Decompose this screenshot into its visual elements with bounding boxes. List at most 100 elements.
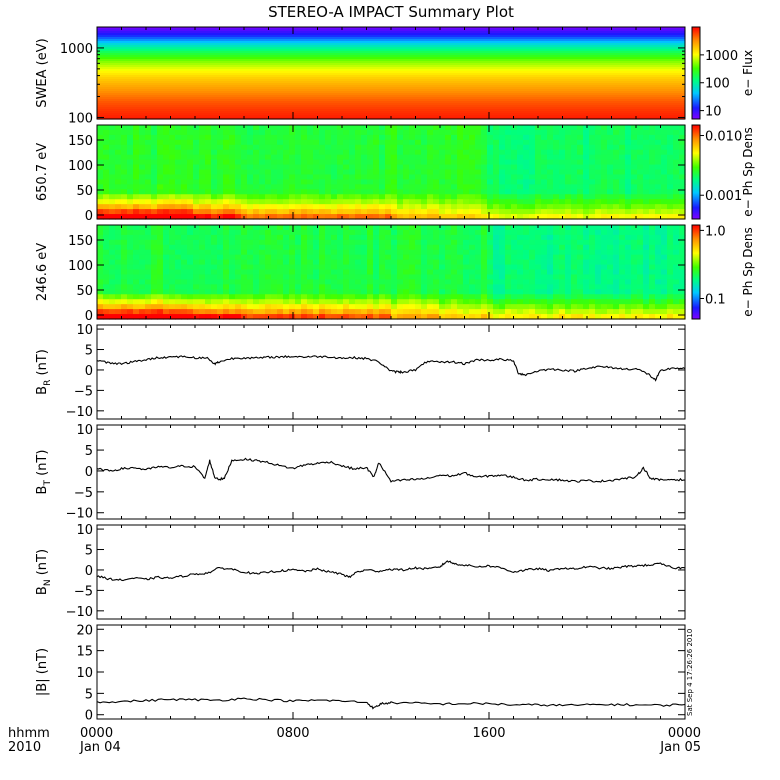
- pad246-panel-cell: [631, 264, 638, 271]
- pad650-panel-cell: [511, 129, 518, 136]
- pad650-panel-cell: [475, 129, 482, 136]
- pad650-panel-cell: [637, 154, 644, 161]
- pad246-panel-cell: [421, 279, 428, 285]
- pad246-panel-cell: [115, 274, 122, 281]
- pad246-panel-cell: [361, 274, 368, 281]
- pad246-panel-cell: [613, 299, 620, 305]
- pad246-panel-cell: [589, 294, 596, 300]
- pad246-panel-cell: [613, 314, 620, 320]
- pad650-panel-cell: [535, 209, 542, 215]
- pad650-panel-cell: [439, 184, 446, 190]
- pad650-panel-cell: [391, 134, 398, 141]
- pad650-panel-cell: [181, 134, 188, 141]
- pad246-panel-cell: [505, 234, 512, 241]
- pad650-panel-cell: [403, 194, 410, 200]
- pad246-panel-cell: [487, 259, 494, 266]
- pad246-panel-cell: [607, 244, 614, 251]
- pad650-panel-cell: [577, 194, 584, 200]
- pad246-panel-cell: [139, 309, 146, 315]
- pad650-panel-cell: [97, 199, 104, 205]
- pad650-panel-cell: [673, 209, 680, 215]
- pad650-panel-cell: [667, 134, 674, 141]
- pad650-panel-cell: [343, 189, 350, 195]
- pad246-panel-cell: [559, 274, 566, 281]
- pad246-panel-cell: [337, 299, 344, 305]
- pad246-panel-cell: [403, 234, 410, 241]
- pad650-panel-cell: [553, 209, 560, 215]
- pad650-panel-cell: [415, 139, 422, 146]
- pad650-panel-cell: [145, 179, 152, 185]
- pad246-panel-cell: [607, 254, 614, 261]
- pad650-panel-cell: [235, 164, 242, 171]
- pad650-panel-cell: [199, 134, 206, 141]
- pad246-panel-cell: [253, 274, 260, 281]
- pad650-panel-cell: [169, 134, 176, 141]
- pad650-panel-cell: [295, 164, 302, 171]
- pad246-panel-cell: [169, 229, 176, 236]
- pad246-panel-cell: [505, 229, 512, 236]
- pad650-panel-cell: [187, 184, 194, 190]
- pad650-panel-cell: [403, 179, 410, 185]
- pad246-panel-cell: [373, 229, 380, 236]
- pad246-panel-cell: [217, 259, 224, 266]
- pad650-panel-cell: [625, 125, 632, 131]
- pad246-panel-cell: [265, 304, 272, 310]
- pad246-panel-cell: [373, 284, 380, 290]
- pad246-panel-cell: [637, 249, 644, 256]
- pad246-panel-cell: [193, 229, 200, 236]
- pad650-panel-cell: [331, 209, 338, 215]
- pad650-panel-cell: [409, 174, 416, 181]
- pad246-panel-cell: [511, 269, 518, 276]
- pad246-panel-cell: [337, 225, 344, 231]
- pad650-panel-cell: [121, 179, 128, 185]
- pad650-panel-cell: [511, 189, 518, 195]
- pad650-panel-cell: [361, 134, 368, 141]
- pad650-panel-cell: [235, 125, 242, 131]
- pad650-panel-cell: [481, 174, 488, 181]
- pad246-panel-cell: [487, 244, 494, 251]
- pad650-panel-cell: [241, 199, 248, 205]
- pad246-panel-cell: [565, 259, 572, 266]
- pad246-panel-cell: [169, 249, 176, 256]
- timestamp-stamp: Sat Sep 4 17:26:26 2010: [686, 629, 694, 716]
- pad246-panel-cell: [343, 284, 350, 290]
- pad246-panel-cell: [181, 294, 188, 300]
- pad650-panel-cell: [121, 174, 128, 181]
- pad650-panel-cell: [157, 139, 164, 146]
- pad650-panel-cell: [463, 184, 470, 190]
- pad650-panel-cell: [259, 194, 266, 200]
- pad650-panel-cell: [463, 199, 470, 205]
- pad246-panel-cell: [415, 304, 422, 310]
- pad246-panel-cell: [469, 284, 476, 290]
- pad246-panel-cell: [493, 234, 500, 241]
- pad650-panel-cell: [433, 139, 440, 146]
- pad650-panel-cell: [613, 169, 620, 176]
- pad650-panel-cell: [211, 209, 218, 215]
- pad246-panel-cell: [499, 229, 506, 236]
- pad650-panel-cell: [187, 179, 194, 185]
- pad246-panel-cell: [223, 269, 230, 276]
- pad246-panel-cell: [289, 225, 296, 231]
- pad650-panel-cell: [571, 154, 578, 161]
- pad246-panel-cell: [505, 249, 512, 256]
- pad246-panel-cell: [499, 249, 506, 256]
- pad246-panel-cell: [307, 314, 314, 320]
- pad650-panel-cell: [337, 194, 344, 200]
- pad650-panel-cell: [205, 209, 212, 215]
- pad246-panel-cell: [451, 269, 458, 276]
- pad650-panel-cell: [355, 189, 362, 195]
- pad246-panel-cell: [397, 289, 404, 295]
- pad650-panel-cell: [319, 189, 326, 195]
- pad650-panel-cell: [217, 169, 224, 176]
- pad650-panel-cell: [643, 179, 650, 185]
- pad650-panel-cell: [247, 174, 254, 181]
- pad650-panel-cell: [553, 214, 560, 220]
- pad650-panel-cell: [469, 139, 476, 146]
- pad650-panel-cell: [643, 184, 650, 190]
- pad650-panel-cell: [385, 169, 392, 176]
- pad246-panel-cell: [445, 249, 452, 256]
- pad650-panel-cell: [157, 214, 164, 220]
- pad650-panel-cell: [163, 159, 170, 166]
- pad650-panel-cell: [295, 174, 302, 181]
- pad246-panel-cell: [523, 244, 530, 251]
